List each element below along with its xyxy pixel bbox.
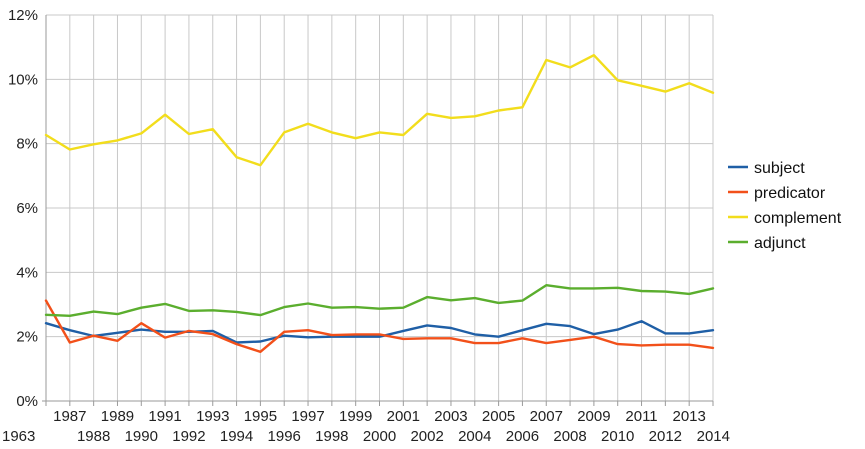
x-tick-label: 2006 (506, 428, 539, 445)
x-tick-label: 2012 (649, 428, 682, 445)
x-tick-label: 1998 (315, 428, 348, 445)
series-line-adjunct (44, 284, 715, 317)
x-tick-label: 1988 (77, 428, 110, 445)
x-tick-label: 1991 (148, 408, 181, 425)
series-line-predicator (44, 299, 715, 353)
legend-label-subject: subject (754, 160, 805, 177)
y-tick-label: 6% (16, 200, 38, 217)
x-tick-label: 1987 (53, 408, 86, 425)
x-tick-label: 2010 (601, 428, 634, 445)
x-tick-label: 2000 (363, 428, 396, 445)
x-tick-label: 2002 (410, 428, 443, 445)
y-tick-label: 12% (8, 7, 38, 24)
x-tick-label: 1992 (172, 428, 205, 445)
x-tick-label: 2011 (625, 408, 657, 425)
x-tick-label: 2003 (434, 408, 467, 425)
x-tick-label: 1990 (125, 428, 158, 445)
y-tick-label: 10% (8, 71, 38, 88)
y-tick-label: 4% (16, 264, 38, 281)
x-tick-label: 2001 (387, 408, 420, 425)
x-tick-label: 1994 (220, 428, 253, 445)
x-tick-label: 2013 (672, 408, 705, 425)
x-tick-label: 2007 (530, 408, 563, 425)
series-lines (44, 54, 715, 353)
series-line-complement (44, 54, 715, 167)
y-tick-label: 0% (16, 393, 38, 410)
legend-label-predicator: predicator (754, 185, 826, 202)
x-tick-label: 1963 (2, 428, 35, 445)
y-axis-tick-labels: 0% 2% 4% 6% 8% 10% 12% (8, 7, 38, 410)
x-tick-label: 2005 (482, 408, 515, 425)
x-tick-label: 1996 (268, 428, 301, 445)
axes (42, 15, 714, 406)
y-tick-label: 2% (16, 329, 38, 346)
x-tick-label: 1993 (196, 408, 229, 425)
legend: subject predicator complement adjunct (728, 160, 842, 252)
x-tick-label: 2009 (577, 408, 610, 425)
x-tick-label: 1997 (291, 408, 324, 425)
y-tick-label: 8% (16, 136, 38, 153)
x-tick-label: 2014 (697, 428, 730, 445)
x-tick-label: 2008 (553, 428, 586, 445)
series-line-subject (44, 320, 715, 344)
x-tick-label: 2004 (458, 428, 491, 445)
x-axis-tick-labels: 1963 1987 1988 1989 1990 1991 1992 1993 1994 1995… (2, 408, 730, 445)
legend-label-complement: complement (754, 210, 842, 227)
x-tick-label: 1999 (339, 408, 372, 425)
x-tick-label: 1989 (101, 408, 134, 425)
x-tick-label: 1995 (244, 408, 277, 425)
legend-label-adjunct: adjunct (754, 235, 806, 252)
gridlines (45, 14, 714, 402)
